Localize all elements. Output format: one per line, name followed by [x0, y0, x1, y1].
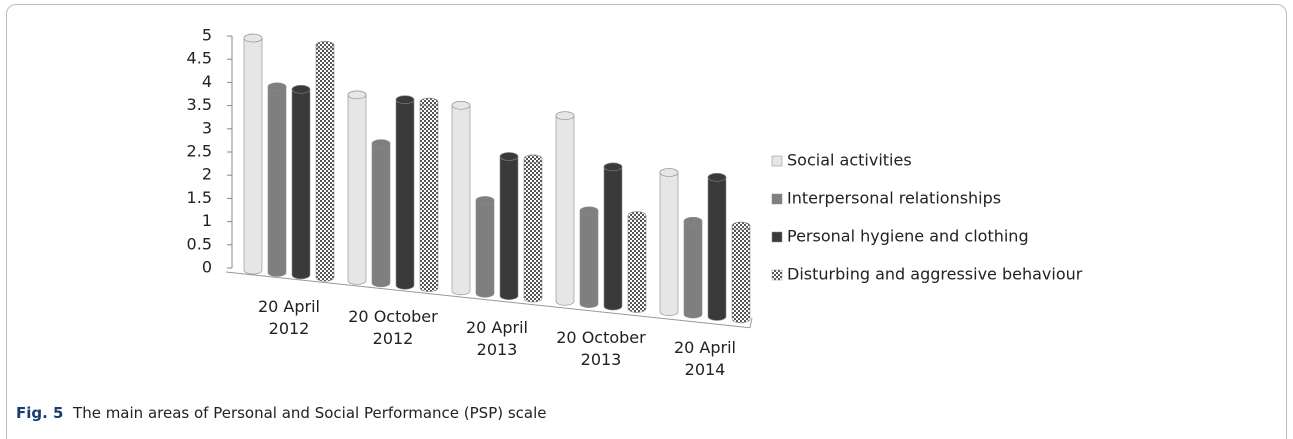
x-tick-label: 20 October 2013 — [556, 327, 646, 369]
legend-label: Social activities — [787, 151, 912, 170]
y-tick-label: 4.5 — [187, 49, 212, 68]
legend-swatch — [771, 193, 783, 205]
frame — [6, 4, 1287, 439]
y-tick-label: 2 — [202, 165, 212, 184]
bar — [243, 33, 263, 275]
x-tick-label: 20 April 2014 — [673, 338, 736, 380]
caption-label: Fig. 5 — [16, 404, 64, 422]
legend-swatch — [771, 269, 783, 281]
legend-swatch — [771, 231, 783, 243]
bar-top — [659, 168, 679, 177]
bar — [267, 82, 287, 277]
y-tick-label: 1.5 — [187, 188, 212, 207]
bar — [683, 217, 703, 319]
bar — [499, 152, 519, 300]
bar — [603, 162, 623, 311]
y-tick-label: 3.5 — [187, 95, 212, 114]
bar-top — [291, 85, 311, 94]
x-tick-label: 20 April 2012 — [257, 296, 320, 338]
bar — [371, 139, 391, 288]
bar-top — [267, 82, 287, 92]
legend-label: Interpersonal relationships — [787, 189, 1001, 208]
bar — [419, 97, 439, 292]
bar-top — [579, 206, 599, 216]
y-tick-label: 0 — [202, 258, 212, 277]
bar-top — [371, 139, 391, 148]
bar — [395, 95, 415, 290]
y-tick-label: 3 — [202, 118, 212, 137]
bar — [627, 211, 647, 313]
bar-top — [395, 95, 415, 104]
bar-top — [419, 97, 439, 107]
bar-top — [315, 40, 335, 50]
bar-top — [555, 111, 575, 120]
y-tick-label: 2.5 — [187, 142, 212, 161]
x-tick-label: 20 October 2012 — [348, 307, 438, 349]
legend-swatch — [771, 155, 783, 167]
bar-top — [499, 152, 519, 161]
floor-line — [749, 317, 753, 328]
bar-top — [731, 221, 751, 231]
floor-line — [225, 271, 751, 329]
bar-top — [683, 217, 703, 226]
y-tick-label: 0.5 — [187, 234, 212, 253]
bar — [347, 90, 367, 285]
bar — [475, 196, 495, 298]
bar-top — [347, 90, 367, 100]
y-tick-label: 4 — [202, 72, 212, 91]
bar — [659, 168, 679, 316]
bar-top — [451, 101, 471, 110]
bar — [315, 41, 335, 282]
bar-top — [603, 162, 623, 172]
bar — [707, 173, 727, 321]
caption-text: The main areas of Personal and Social Pe… — [73, 404, 547, 422]
bar-top — [523, 154, 543, 164]
bar-top — [475, 196, 495, 205]
bar — [523, 154, 543, 303]
bar-top — [243, 33, 263, 43]
bar — [451, 101, 471, 296]
y-tick-label: 1 — [202, 211, 212, 230]
bar-top — [627, 211, 647, 220]
legend-label: Personal hygiene and clothing — [787, 227, 1029, 246]
caption: Fig. 5 The main areas of Personal and So… — [16, 404, 547, 422]
x-tick-label: 20 April 2013 — [465, 317, 528, 359]
bar-top — [707, 173, 727, 182]
bar — [731, 221, 751, 324]
y-tick-label: 5 — [202, 26, 212, 45]
bar — [291, 85, 311, 280]
bar — [579, 206, 599, 308]
legend-label: Disturbing and aggressive behaviour — [787, 265, 1083, 284]
bar — [555, 111, 575, 306]
